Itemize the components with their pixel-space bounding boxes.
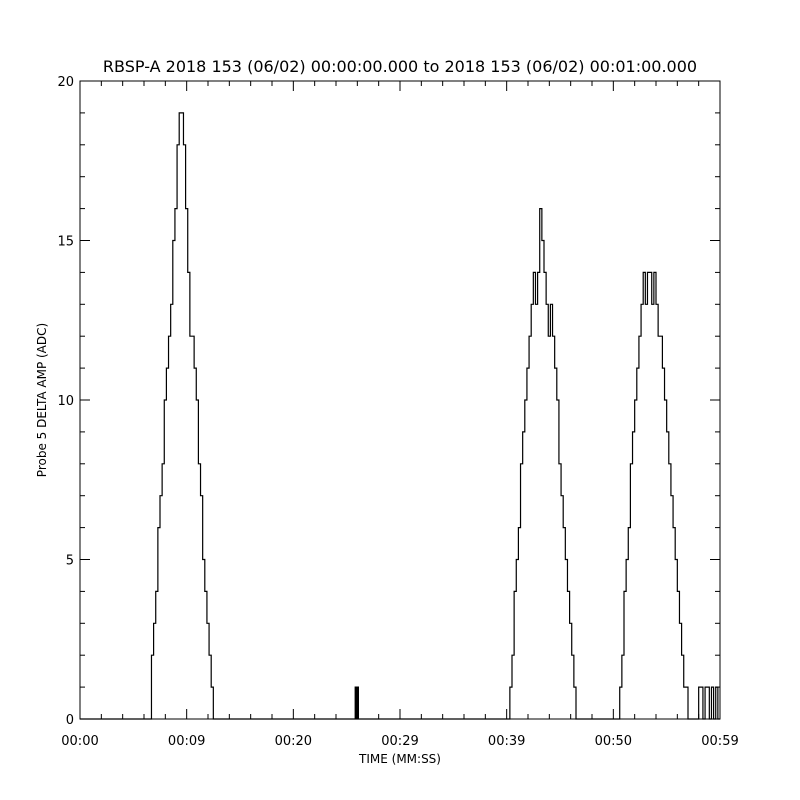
y-tick-label: 0 xyxy=(66,713,74,728)
x-tick-label: 00:59 xyxy=(701,734,738,749)
x-tick-label: 00:50 xyxy=(595,734,632,749)
y-tick-label: 20 xyxy=(57,75,74,90)
y-axis: 0 5 10 15 20 xyxy=(57,75,720,728)
x-tick-label: 00:39 xyxy=(488,734,525,749)
chart-title: RBSP-A 2018 153 (06/02) 00:00:00.000 to … xyxy=(103,57,697,76)
x-tick-label: 00:09 xyxy=(168,734,205,749)
x-tick-label: 00:29 xyxy=(381,734,418,749)
x-tick-label: 00:20 xyxy=(275,734,312,749)
y-tick-label: 10 xyxy=(57,394,74,409)
y-tick-label: 5 xyxy=(66,554,74,569)
y-tick-label: 15 xyxy=(57,235,74,250)
plot-area xyxy=(80,112,720,720)
x-axis: 00:00 00:09 00:20 00:29 00:39 00:50 00:59 xyxy=(61,81,739,749)
x-tick-label: 00:00 xyxy=(61,734,98,749)
series-line xyxy=(80,112,720,720)
x-axis-label: TIME (MM:SS) xyxy=(358,752,441,766)
y-axis-label: Probe 5 DELTA AMP (ADC) xyxy=(35,323,49,477)
